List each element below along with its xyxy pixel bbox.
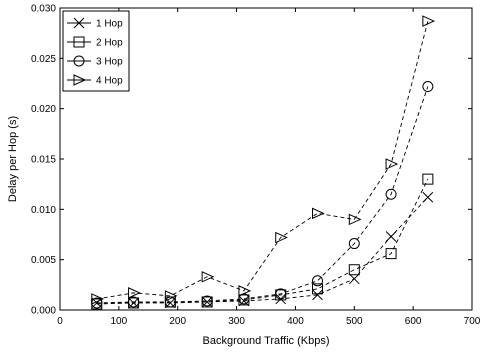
- series-layer: [91, 15, 436, 310]
- y-tick-label: 0.020: [31, 104, 56, 115]
- data-point: [385, 231, 397, 242]
- legend-marker: [73, 74, 87, 86]
- data-point: [312, 275, 323, 287]
- series-line: [96, 86, 429, 304]
- y-tick-label: 0.005: [31, 255, 56, 266]
- data-point: [348, 238, 360, 250]
- y-axis-title: Delay per Hop (s): [7, 116, 19, 202]
- data-point: [128, 287, 141, 299]
- data-point: [275, 231, 288, 244]
- x-tick-label: 500: [346, 316, 363, 327]
- legend-label: 1 Hop: [96, 19, 123, 30]
- data-point: [422, 173, 434, 185]
- x-tick-label: 300: [228, 316, 245, 327]
- data-point: [238, 285, 252, 297]
- data-point: [348, 213, 362, 226]
- x-tick-label: 400: [287, 316, 304, 327]
- data-point: [312, 207, 325, 220]
- data-point: [128, 296, 140, 308]
- x-tick-label: 0: [57, 316, 63, 327]
- data-point: [201, 295, 213, 307]
- y-tick-label: 0.000: [31, 306, 56, 317]
- x-tick-label: 100: [111, 316, 128, 327]
- data-point: [312, 283, 323, 295]
- x-tick-label: 600: [405, 316, 422, 327]
- legend-entry: 4 Hop: [67, 74, 123, 87]
- data-point: [385, 158, 399, 170]
- legend-label: 4 Hop: [96, 76, 123, 87]
- y-tick-label: 0.030: [31, 4, 56, 15]
- data-point: [422, 81, 434, 93]
- legend: 1 Hop 2 Hop 3 Hop 4 Hop: [62, 10, 130, 92]
- y-tick-label: 0.025: [31, 54, 56, 65]
- series-3-hop: [91, 81, 434, 309]
- legend-entry: 2 Hop: [67, 36, 123, 49]
- series-line: [96, 196, 429, 304]
- legend-marker: [73, 55, 85, 67]
- data-point: [422, 191, 434, 203]
- legend-marker: [73, 36, 85, 48]
- y-tick-label: 0.015: [31, 155, 56, 166]
- series-1-hop: [91, 191, 434, 309]
- legend-box: [62, 10, 130, 92]
- y-axis: 0.000 0.005 0.010 0.015 0.020 0.025 0.030: [31, 4, 472, 317]
- x-tick-label: 700: [464, 316, 481, 327]
- data-point: [275, 288, 287, 300]
- y-tick-label: 0.010: [31, 205, 56, 216]
- x-axis: 0 100 200 300 400 500 600 700: [57, 8, 481, 327]
- legend-label: 3 Hop: [96, 57, 123, 68]
- x-axis-title: Background Traffic (Kbps): [203, 335, 330, 347]
- legend-label: 2 Hop: [96, 38, 123, 49]
- data-point: [385, 248, 397, 260]
- data-point: [348, 273, 360, 285]
- legend-entry: 3 Hop: [67, 55, 123, 68]
- series-4-hop: [91, 15, 436, 305]
- data-point: [422, 15, 436, 27]
- series-line: [96, 178, 429, 305]
- data-point: [348, 264, 360, 276]
- legend-entry: 1 Hop: [67, 17, 123, 30]
- series-2-hop: [91, 173, 434, 310]
- series-line: [96, 20, 429, 300]
- data-point: [385, 188, 397, 200]
- data-point: [164, 296, 176, 308]
- data-point: [164, 290, 178, 302]
- data-point: [91, 293, 104, 305]
- data-point: [312, 289, 323, 301]
- data-point: [238, 295, 250, 307]
- legend-marker: [73, 17, 85, 29]
- x-tick-label: 200: [169, 316, 186, 327]
- data-point: [201, 271, 215, 283]
